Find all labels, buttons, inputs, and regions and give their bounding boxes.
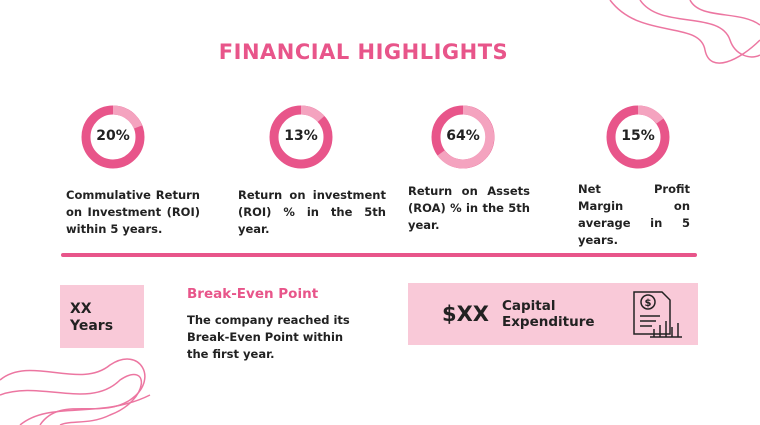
metric-text: Commulative Return on Investment (ROI) w…	[66, 188, 200, 236]
dollar-sign: $	[645, 298, 652, 309]
years-box	[60, 285, 144, 348]
section-text: The company reached its Break-Even Point…	[187, 313, 350, 361]
capex-label: Capital Expenditure	[502, 298, 595, 330]
metric-text: Return on Assets (ROA) % in the 5th year…	[408, 184, 530, 232]
metric-text: Return on investment (ROI) % in the 5th …	[238, 188, 386, 236]
metric-value: 64%	[446, 128, 480, 144]
document-icon	[633, 291, 682, 338]
metric-value: 15%	[621, 128, 655, 144]
metric-value: 20%	[96, 128, 130, 144]
capex-value: $XX	[442, 302, 489, 326]
rings	[81, 105, 670, 169]
metric-text: Net Profit Margin on average in 5 years.	[578, 182, 690, 247]
section-title: Break-Even Point	[187, 286, 319, 302]
title: FINANCIAL HIGHLIGHTS	[218, 40, 509, 64]
metric-value: 13%	[284, 128, 318, 144]
years-badge: XX Years	[70, 301, 114, 334]
